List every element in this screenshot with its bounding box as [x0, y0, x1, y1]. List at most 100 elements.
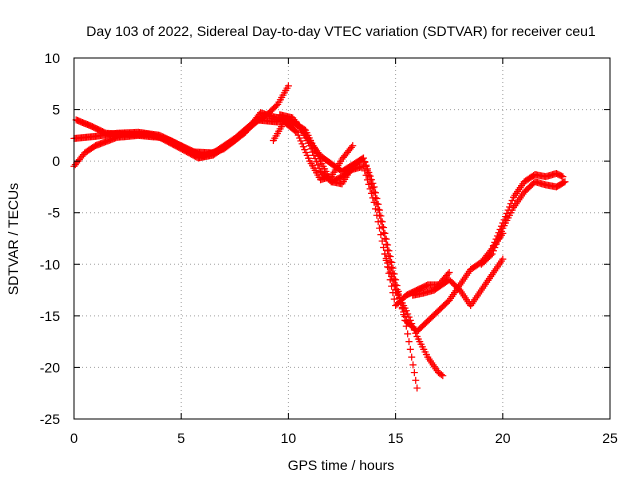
data-point: [491, 238, 499, 246]
data-point: [402, 307, 410, 315]
data-point: [439, 372, 447, 380]
data-point: [381, 250, 389, 258]
data-point: [444, 270, 452, 278]
data-point: [376, 211, 384, 219]
data-point: [272, 102, 280, 110]
y-tick-label: -15: [40, 308, 60, 324]
data-point: [488, 245, 496, 253]
data-point: [349, 142, 357, 150]
x-tick-label: 5: [177, 430, 185, 446]
data-point: [382, 254, 390, 262]
data-point: [501, 213, 509, 221]
data-point: [374, 205, 382, 213]
data-point: [503, 209, 511, 217]
x-axis-label: GPS time / hours: [288, 457, 395, 473]
data-point: [508, 196, 516, 204]
data-point: [487, 251, 495, 259]
data-point: [489, 242, 497, 250]
data-point: [409, 361, 417, 369]
data-point: [384, 246, 392, 254]
data-point: [314, 161, 322, 169]
data-point: [412, 376, 420, 384]
data-point: [385, 264, 393, 272]
data-point: [310, 151, 318, 159]
series-track-9: [488, 170, 567, 253]
x-tick-label: 0: [70, 430, 78, 446]
x-tick-label: 15: [388, 430, 404, 446]
data-point: [380, 229, 388, 237]
data-point: [409, 323, 417, 331]
data-point: [492, 235, 500, 243]
data-marks: [70, 82, 569, 392]
data-point: [390, 295, 398, 303]
data-point: [284, 82, 292, 90]
data-point: [406, 316, 414, 324]
y-tick-label: -5: [48, 205, 61, 221]
plot-frame: [73, 57, 611, 420]
axis-ticks: 0 5 10 15 20 25 -25 -20 -15 -10 -5 0 5 10: [40, 50, 618, 446]
data-point: [495, 229, 503, 237]
data-point: [313, 158, 321, 166]
y-tick-label: 10: [44, 50, 60, 66]
data-point: [445, 269, 453, 277]
data-point: [500, 216, 508, 224]
data-point: [311, 155, 319, 163]
x-tick-label: 25: [602, 430, 618, 446]
data-point: [373, 200, 381, 208]
y-tick-label: -20: [40, 359, 60, 375]
data-point: [292, 127, 300, 135]
data-point: [413, 384, 421, 392]
y-axis-label: SDTVAR / TECUs: [5, 183, 21, 295]
data-point: [496, 225, 504, 233]
data-point: [561, 178, 569, 186]
data-point: [347, 143, 355, 151]
series-track-7: [409, 255, 507, 310]
data-point: [412, 329, 420, 337]
data-point: [362, 163, 370, 171]
data-point: [499, 255, 507, 263]
data-point: [363, 167, 371, 175]
chart-title: Day 103 of 2022, Sidereal Day-to-day VTE…: [86, 23, 596, 39]
data-point: [359, 154, 367, 162]
data-point: [369, 184, 377, 192]
data-point: [506, 203, 513, 211]
data-point: [389, 277, 397, 285]
data-point: [410, 369, 418, 377]
data-point: [382, 240, 390, 248]
data-point: [365, 171, 373, 179]
y-tick-label: 0: [52, 153, 60, 169]
data-point: [381, 235, 389, 242]
data-point: [390, 282, 398, 290]
data-point: [405, 338, 413, 346]
data-point: [386, 268, 394, 276]
data-point: [559, 173, 567, 181]
data-point: [404, 310, 412, 318]
y-tick-label: -25: [40, 411, 60, 427]
data-point: [493, 232, 501, 240]
data-point: [408, 353, 416, 361]
data-point: [388, 273, 396, 281]
y-tick-label: -10: [40, 256, 60, 272]
data-point: [378, 223, 386, 231]
data-point: [437, 371, 445, 379]
data-point: [504, 206, 512, 214]
data-point: [499, 219, 507, 227]
data-point: [410, 326, 418, 334]
data-point: [560, 179, 568, 187]
data-point: [366, 175, 374, 183]
data-point: [497, 222, 505, 230]
data-point: [558, 172, 566, 180]
x-tick-label: 20: [495, 430, 511, 446]
data-point: [361, 158, 369, 166]
series-track-8: [477, 178, 569, 268]
x-tick-label: 10: [281, 430, 297, 446]
series-track-6: [381, 250, 447, 380]
data-point: [384, 259, 392, 267]
data-point: [408, 320, 416, 328]
y-tick-label: 5: [52, 102, 60, 118]
data-point: [377, 217, 385, 225]
data-point: [367, 180, 375, 188]
data-point: [370, 188, 378, 196]
